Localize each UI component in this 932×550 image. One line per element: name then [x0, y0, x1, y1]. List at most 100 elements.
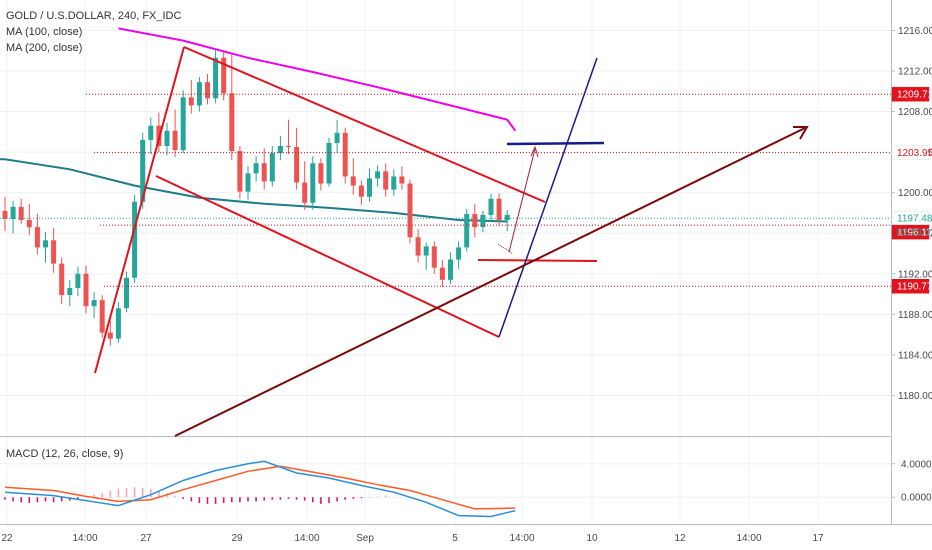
macd-hist-bar	[320, 497, 322, 504]
y-tick-label: 1180.00	[898, 391, 932, 402]
candle-body	[375, 171, 381, 179]
background-grid	[0, 0, 932, 525]
candle-body	[67, 287, 73, 296]
macd-hist-bar	[295, 497, 298, 500]
macd-tick-label: 4.0000	[901, 459, 932, 470]
candle-body	[472, 213, 478, 228]
macd-hist-bar	[52, 497, 55, 503]
y-tick-label: 1188.00	[898, 310, 932, 321]
macd-hist-bar	[222, 497, 225, 504]
candle-body	[391, 176, 397, 190]
macd-hist-bar	[376, 496, 379, 498]
macd-hist-bar	[12, 497, 14, 502]
candle-body	[229, 93, 235, 152]
candle-body	[43, 240, 48, 248]
x-tick-label: 27	[140, 533, 152, 544]
candle-body	[188, 97, 194, 106]
candle-body	[399, 176, 405, 184]
candle-body	[34, 227, 40, 248]
ma100-line-group	[0, 158, 508, 223]
price-tag-label: 1203.95	[897, 148, 932, 159]
macd-hist-bar	[182, 497, 184, 499]
candle-body	[294, 147, 300, 183]
price-tag	[891, 145, 930, 160]
y-tick-label: 1216.00	[898, 26, 932, 37]
candle-body	[261, 163, 267, 182]
x-tick-label: 14:00	[509, 533, 534, 544]
macd-pane: 4.0000 0.0000	[4, 437, 932, 524]
ma200-line-group	[118, 27, 517, 132]
macd-hist-bar	[28, 497, 31, 504]
y-tick-label: 1208.00	[898, 107, 932, 118]
countdown-label: 02:53:02	[897, 228, 932, 239]
x-tick-label: 14:00	[294, 533, 319, 544]
trend-line	[174, 127, 806, 437]
candle-body	[148, 125, 154, 140]
candle-body	[253, 163, 259, 174]
macd-hist-bar	[20, 497, 22, 503]
price-tag-label: 1209.71	[897, 90, 932, 101]
candle-body	[107, 332, 113, 339]
macd-tick-label: 0.0000	[901, 493, 932, 504]
candle-body	[277, 146, 283, 154]
x-tick-label: 10	[586, 533, 598, 544]
candle-body	[10, 206, 16, 220]
candle-body	[172, 130, 178, 151]
y-tick-label: 1212.00	[898, 66, 932, 77]
macd-hist-bar	[150, 488, 152, 498]
candle-body	[245, 173, 251, 192]
candle-body	[318, 163, 324, 184]
macd-hist-bar	[158, 490, 160, 498]
breakout-level-line	[477, 259, 598, 262]
macd-hist-bar	[77, 497, 79, 500]
path-arrow-icon	[530, 145, 539, 158]
macd-hist-bar	[117, 488, 120, 498]
macd-hist-bar	[312, 497, 314, 503]
macd-hist-bar	[60, 497, 63, 502]
drawings	[0, 46, 891, 437]
candle-body	[480, 214, 486, 228]
macd-hist-bar	[174, 495, 176, 498]
indicator-ma100[interactable]: MA (100, close)	[6, 26, 83, 38]
macd-hist-bar	[44, 497, 47, 502]
macd-hist-bar	[271, 497, 274, 500]
price-tag	[891, 86, 930, 102]
macd-hist-bar	[141, 488, 144, 498]
price-tag-label: 1190.77	[897, 282, 932, 293]
macd-hist-bar	[263, 497, 265, 501]
x-tick-label: 14:00	[736, 533, 761, 544]
candle-body	[51, 240, 57, 264]
macd-hist-bar	[36, 497, 39, 503]
x-tick-label: 14:00	[72, 533, 97, 544]
target-level-line	[506, 141, 605, 146]
candle-body	[124, 277, 129, 309]
macd-title[interactable]: MACD (12, 26, close, 9)	[6, 448, 124, 460]
x-tick-label: 12	[674, 533, 686, 544]
candle-body	[99, 300, 105, 333]
candle-body	[326, 142, 332, 184]
candle-body	[350, 176, 356, 186]
macd-hist-bar	[255, 497, 257, 502]
macd-hist-bar	[198, 497, 201, 504]
candle-body	[439, 267, 445, 280]
candle-body	[213, 57, 219, 99]
candle-body	[132, 201, 138, 278]
candle-body	[367, 178, 372, 197]
price-tag-label: 1197.48	[897, 214, 932, 225]
candles	[2, 49, 510, 346]
y-axis: 1180.001184.001188.001192.001196.001200.…	[891, 0, 932, 524]
candle-body	[205, 82, 210, 99]
macd-hist-bar	[93, 494, 95, 498]
candle-body	[115, 308, 121, 339]
macd-hist-bar	[206, 497, 209, 504]
macd-hist-bar	[214, 497, 217, 504]
indicator-ma200[interactable]: MA (200, close)	[6, 42, 83, 54]
candle-body	[464, 213, 470, 248]
macd-hist-bar	[109, 490, 112, 498]
macd-hist-bar	[239, 497, 241, 503]
candle-body	[196, 82, 202, 106]
x-tick-label: 22	[1, 533, 13, 544]
candle-body	[342, 132, 348, 177]
candle-body	[2, 210, 8, 220]
